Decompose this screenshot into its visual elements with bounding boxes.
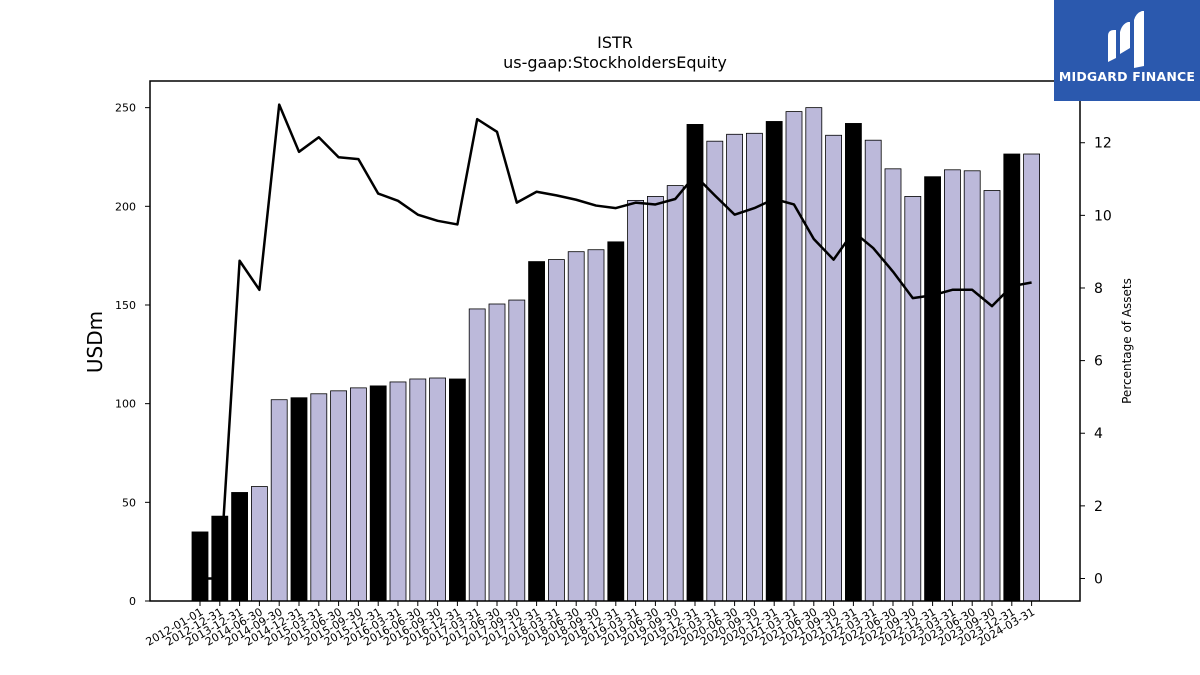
bar xyxy=(904,196,922,602)
bar xyxy=(765,121,783,602)
bar xyxy=(488,303,506,602)
bar xyxy=(330,390,348,602)
bar xyxy=(528,261,545,602)
y2-tick-label: 4 xyxy=(1094,426,1103,442)
bar xyxy=(726,133,743,602)
bar xyxy=(310,393,328,602)
bar xyxy=(607,241,625,602)
bar xyxy=(944,169,961,602)
bar xyxy=(884,168,902,602)
bar xyxy=(429,377,447,602)
y2-tick-label: 2 xyxy=(1094,499,1103,515)
bar xyxy=(389,381,407,602)
bar xyxy=(785,111,803,602)
bar xyxy=(864,139,882,602)
left-axis: 0 50 100 150 200 250 xyxy=(115,102,150,608)
bar xyxy=(409,378,427,602)
bar xyxy=(1023,153,1040,602)
y-tick-label: 100 xyxy=(115,398,136,411)
bar xyxy=(567,251,585,602)
bar xyxy=(983,190,1001,602)
y-axis-label: USDm xyxy=(83,311,107,373)
chart-subtitle: us-gaap:StockholdersEquity xyxy=(503,53,727,72)
bar xyxy=(369,385,387,602)
y2-tick-label: 10 xyxy=(1094,208,1112,224)
percentage-line xyxy=(200,103,1032,580)
bar xyxy=(448,378,466,602)
bar xyxy=(647,196,664,602)
bar xyxy=(627,199,644,602)
bar xyxy=(508,299,526,602)
y-tick-label: 250 xyxy=(115,102,136,115)
bar xyxy=(548,259,565,602)
bar xyxy=(270,399,288,602)
bar xyxy=(666,185,684,602)
bar xyxy=(805,107,823,602)
line-series xyxy=(200,103,1032,580)
logo-mark-icon xyxy=(1108,11,1144,68)
bar xyxy=(845,123,862,602)
right-axis: 0 2 4 6 8 10 12 xyxy=(1080,136,1112,587)
y-tick-label: 150 xyxy=(115,299,136,312)
bar xyxy=(290,397,308,602)
y-tick-label: 50 xyxy=(122,496,136,509)
bar xyxy=(191,531,209,602)
bar xyxy=(587,249,605,602)
bar xyxy=(468,308,486,602)
bar xyxy=(825,134,842,602)
y2-tick-label: 8 xyxy=(1094,281,1103,297)
y-tick-label: 200 xyxy=(115,200,136,213)
bar xyxy=(349,387,367,602)
y-tick-label: 0 xyxy=(129,595,136,608)
bar xyxy=(746,132,763,602)
y2-tick-label: 12 xyxy=(1094,136,1112,152)
bar xyxy=(706,140,724,602)
bar xyxy=(686,124,704,602)
brand-name: MIDGARD FINANCE xyxy=(1058,69,1196,84)
bar xyxy=(924,176,941,602)
brand-logo: MIDGARD FINANCE xyxy=(1054,0,1200,101)
y2-tick-label: 6 xyxy=(1094,354,1103,370)
bar xyxy=(1003,153,1021,602)
y2-axis-label: Percentage of Assets xyxy=(1120,278,1134,404)
bar xyxy=(250,486,268,602)
bar xyxy=(963,170,981,602)
chart-title: ISTR xyxy=(597,33,633,52)
y2-tick-label: 0 xyxy=(1094,571,1103,587)
plot-frame xyxy=(149,80,1081,602)
x-axis: 2012-01-012012-12-312013-12-312014-06-30… xyxy=(144,601,1037,649)
bar xyxy=(231,492,249,602)
bar-series xyxy=(191,107,1040,602)
